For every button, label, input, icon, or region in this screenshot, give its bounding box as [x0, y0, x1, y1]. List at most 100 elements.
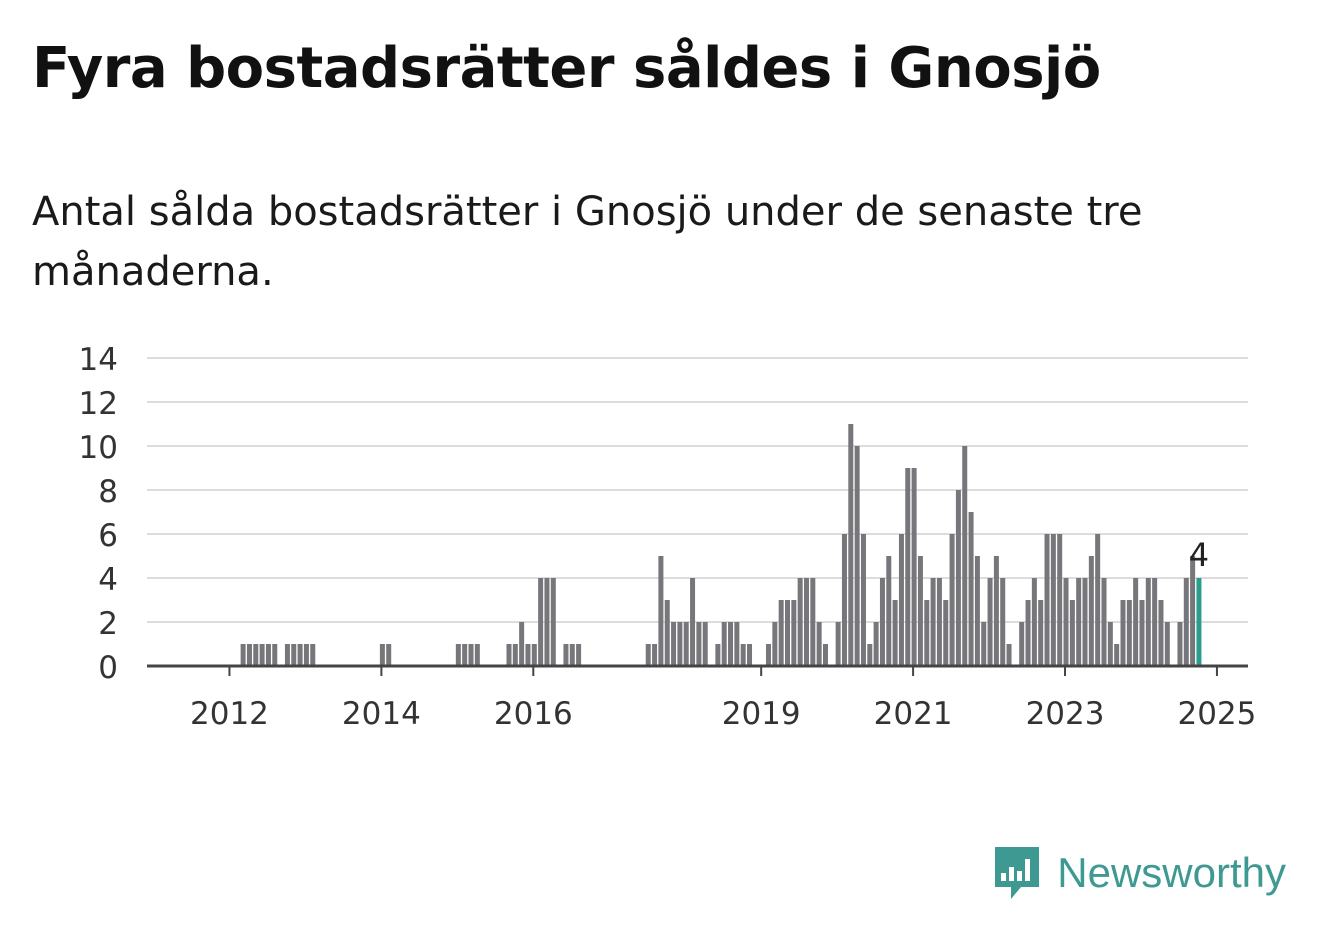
bar [569, 644, 575, 666]
newsworthy-logo-icon [995, 847, 1040, 899]
bar [1082, 578, 1088, 666]
bar [778, 600, 784, 666]
bar [867, 644, 873, 666]
x-tick-label: 2014 [342, 696, 421, 732]
bar [728, 622, 734, 666]
bar [740, 644, 746, 666]
bar [1114, 644, 1120, 666]
y-tick-label: 12 [79, 386, 118, 422]
bar [772, 622, 778, 666]
bar [816, 622, 822, 666]
bar [386, 644, 392, 666]
bar-chart: 0 2 4 6 8 10 12 14 4 2012 2014 2016 2019 2021 2023 2025 [79, 342, 1257, 732]
bar [696, 622, 702, 666]
bar [538, 578, 544, 666]
y-tick-label: 14 [79, 342, 118, 378]
bar [550, 578, 556, 666]
bar [702, 622, 708, 666]
bar [721, 622, 727, 666]
bar [284, 644, 290, 666]
bar [1095, 534, 1101, 666]
bar [860, 534, 866, 666]
bar [1139, 600, 1145, 666]
x-tick-label: 2016 [494, 696, 573, 732]
bar [1044, 534, 1050, 666]
bar [936, 578, 942, 666]
bar [734, 622, 740, 666]
bar [955, 490, 961, 666]
bar [892, 600, 898, 666]
bar [468, 644, 474, 666]
bar [968, 512, 974, 666]
bar [1000, 578, 1006, 666]
bar [930, 578, 936, 666]
bar [962, 446, 968, 666]
bar [1120, 600, 1126, 666]
y-tick-label: 0 [98, 650, 118, 686]
bar [854, 446, 860, 666]
bar [512, 644, 518, 666]
bar [272, 644, 278, 666]
bar [841, 534, 847, 666]
bar [531, 644, 537, 666]
data-label: 4 [1189, 536, 1209, 574]
x-tick-label: 2025 [1177, 696, 1256, 732]
bar [715, 644, 721, 666]
bar [803, 578, 809, 666]
bar [1019, 622, 1025, 666]
bar [1183, 578, 1189, 666]
bar [1025, 600, 1031, 666]
bar [1101, 578, 1107, 666]
bar [525, 644, 531, 666]
bar [1069, 600, 1075, 666]
bar [455, 644, 461, 666]
bar [974, 556, 980, 666]
bar [1158, 600, 1164, 666]
bar [822, 644, 828, 666]
bar [924, 600, 930, 666]
bar [981, 622, 987, 666]
bar [652, 644, 658, 666]
bar [462, 644, 468, 666]
x-tick-label: 2023 [1026, 696, 1105, 732]
bar [766, 644, 772, 666]
bar [683, 622, 689, 666]
bar [1076, 578, 1082, 666]
bar [297, 644, 303, 666]
bar [1038, 600, 1044, 666]
bar [576, 644, 582, 666]
chart-title: Fyra bostadsrätter såldes i Gnosjö [32, 36, 1101, 101]
x-tick-label: 2021 [874, 696, 953, 732]
bar [791, 600, 797, 666]
bar [506, 644, 512, 666]
bar [664, 600, 670, 666]
bar [1006, 644, 1012, 666]
bar [848, 424, 854, 666]
bar [886, 556, 892, 666]
y-tick-label: 8 [98, 474, 118, 510]
y-tick-label: 10 [79, 430, 118, 466]
x-tick-label: 2019 [722, 696, 801, 732]
bar [291, 644, 297, 666]
y-tick-label: 2 [98, 606, 118, 642]
bar [1177, 622, 1183, 666]
bar [898, 534, 904, 666]
bar [253, 644, 259, 666]
bar [677, 622, 683, 666]
bar [379, 644, 385, 666]
bar [1107, 622, 1113, 666]
bar [949, 534, 955, 666]
bar [785, 600, 790, 666]
bar [671, 622, 677, 666]
bar [519, 622, 525, 666]
bar [1057, 534, 1063, 666]
bar [265, 644, 271, 666]
bar [246, 644, 252, 666]
bar [873, 622, 879, 666]
bar [303, 644, 309, 666]
bar [690, 578, 696, 666]
highlighted-bar [1196, 578, 1202, 666]
bar [993, 556, 999, 666]
brand-logo: Newsworthy [991, 843, 1286, 903]
brand-name: Newsworthy [1057, 849, 1286, 896]
